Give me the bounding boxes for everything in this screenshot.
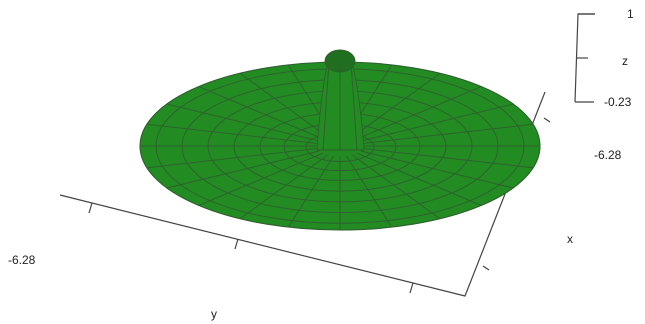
x-axis-label: x (567, 232, 573, 246)
y-axis-label: y (211, 307, 217, 321)
surface-radial-line (239, 154, 329, 220)
surface-radial-line (351, 154, 441, 220)
surface-radial-line (166, 150, 320, 189)
surface-radial-line (360, 103, 514, 142)
surface-radial-line (363, 148, 534, 169)
surface-radial-line (345, 155, 393, 228)
y-axis-tick-label: -6.28 (8, 253, 36, 267)
surface-radial-line (166, 103, 320, 142)
x-axis-tick-3 (543, 117, 551, 123)
x-axis-tick-label: -6.28 (594, 148, 622, 162)
surface-radial-line (239, 72, 329, 138)
surface-radial-line (146, 148, 317, 169)
surface-radial-line (351, 72, 441, 138)
surface-radial-line (360, 150, 514, 189)
surface-radial-line (198, 152, 324, 206)
surface-radial-line (146, 123, 317, 144)
surface (139, 49, 541, 231)
surface-radial-line (356, 152, 482, 206)
surface-radial-line (356, 86, 482, 140)
surface-radial-line (363, 123, 534, 144)
z-axis-label: z (622, 54, 628, 68)
surface-peak-seam-left (322, 61, 330, 151)
x-axis-tick-1 (482, 265, 490, 271)
z-axis-top-label: 1 (627, 7, 634, 21)
surface-peak-seam-right (350, 61, 358, 151)
surface-radial-line (287, 155, 335, 228)
y-axis-tick-1 (88, 202, 93, 214)
y-axis-tick-3 (409, 282, 414, 294)
y-axis-tick-2 (234, 238, 239, 250)
surface-radial-line (198, 86, 324, 140)
z-axis-bottom-label: -0.23 (604, 95, 632, 109)
